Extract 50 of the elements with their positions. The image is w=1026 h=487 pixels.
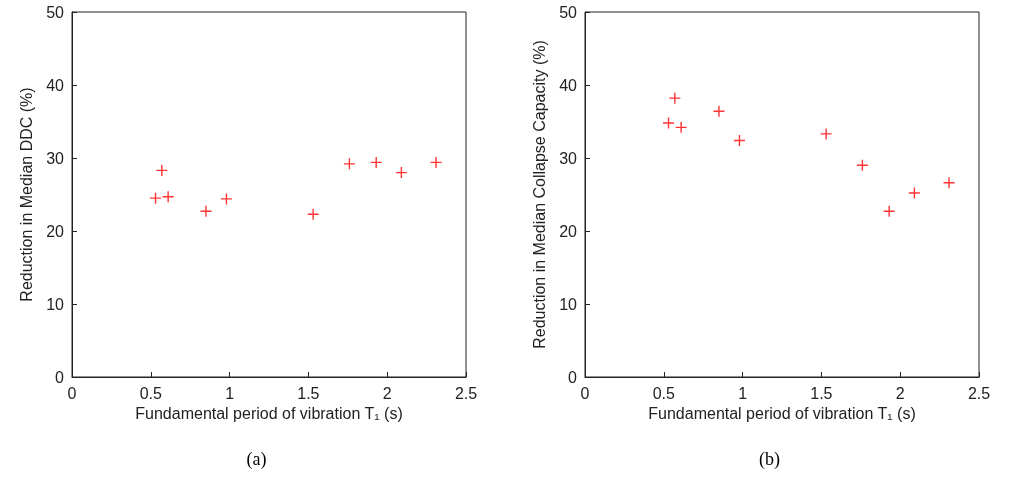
point xyxy=(908,186,921,200)
x-tick-label: 2.5 xyxy=(967,384,991,402)
y-axis-title: Reduction in Median DDC (%) xyxy=(17,87,35,302)
y-tick-label: 10 xyxy=(46,295,65,313)
point xyxy=(662,116,675,130)
x-axis-title: Fundamental period of vibration T₁ (s) xyxy=(135,405,403,423)
point xyxy=(942,176,956,190)
point xyxy=(395,166,408,179)
point xyxy=(819,127,833,141)
y-tick-label: 30 xyxy=(559,149,578,167)
y-tick-label: 10 xyxy=(559,295,578,313)
x-tick-label: 2.5 xyxy=(454,384,478,402)
x-tick-label: 1 xyxy=(225,384,235,402)
point xyxy=(733,134,746,147)
y-tick-label: 20 xyxy=(559,222,578,240)
text: (a) xyxy=(246,449,267,470)
point xyxy=(161,190,175,203)
x-tick-label: 1.5 xyxy=(810,384,833,402)
point xyxy=(856,159,869,172)
point xyxy=(149,191,162,205)
x-tick-label: 2 xyxy=(895,384,905,402)
point xyxy=(306,208,320,221)
point xyxy=(220,192,233,206)
point xyxy=(199,205,213,218)
y-tick-label: 0 xyxy=(55,368,65,386)
point xyxy=(668,91,682,105)
text: (b) xyxy=(759,449,781,470)
point xyxy=(155,164,169,177)
x-tick-label: 2 xyxy=(382,384,392,402)
y-tick-label: 50 xyxy=(46,3,65,21)
x-tick-label: 0.5 xyxy=(139,384,163,402)
point xyxy=(369,156,383,169)
point xyxy=(343,157,356,171)
y-tick-label: 40 xyxy=(46,76,65,94)
x-axis-title: Fundamental period of vibration T₁ (s) xyxy=(648,405,916,423)
y-tick-label: 0 xyxy=(568,368,578,386)
point xyxy=(674,121,688,134)
y-tick-label: 30 xyxy=(46,149,65,167)
x-tick-label: 0.5 xyxy=(652,384,676,402)
x-tick-label: 0 xyxy=(67,384,77,402)
point xyxy=(712,105,726,118)
point xyxy=(429,156,443,169)
y-tick-label: 20 xyxy=(46,222,65,240)
y-tick-label: 40 xyxy=(559,76,578,94)
x-tick-label: 1 xyxy=(738,384,748,402)
point xyxy=(882,205,896,218)
y-axis-title: Reduction in Median Collapse Capacity (%) xyxy=(530,40,548,349)
x-tick-label: 1.5 xyxy=(297,384,320,402)
y-tick-label: 50 xyxy=(559,3,578,21)
x-tick-label: 0 xyxy=(580,384,590,402)
